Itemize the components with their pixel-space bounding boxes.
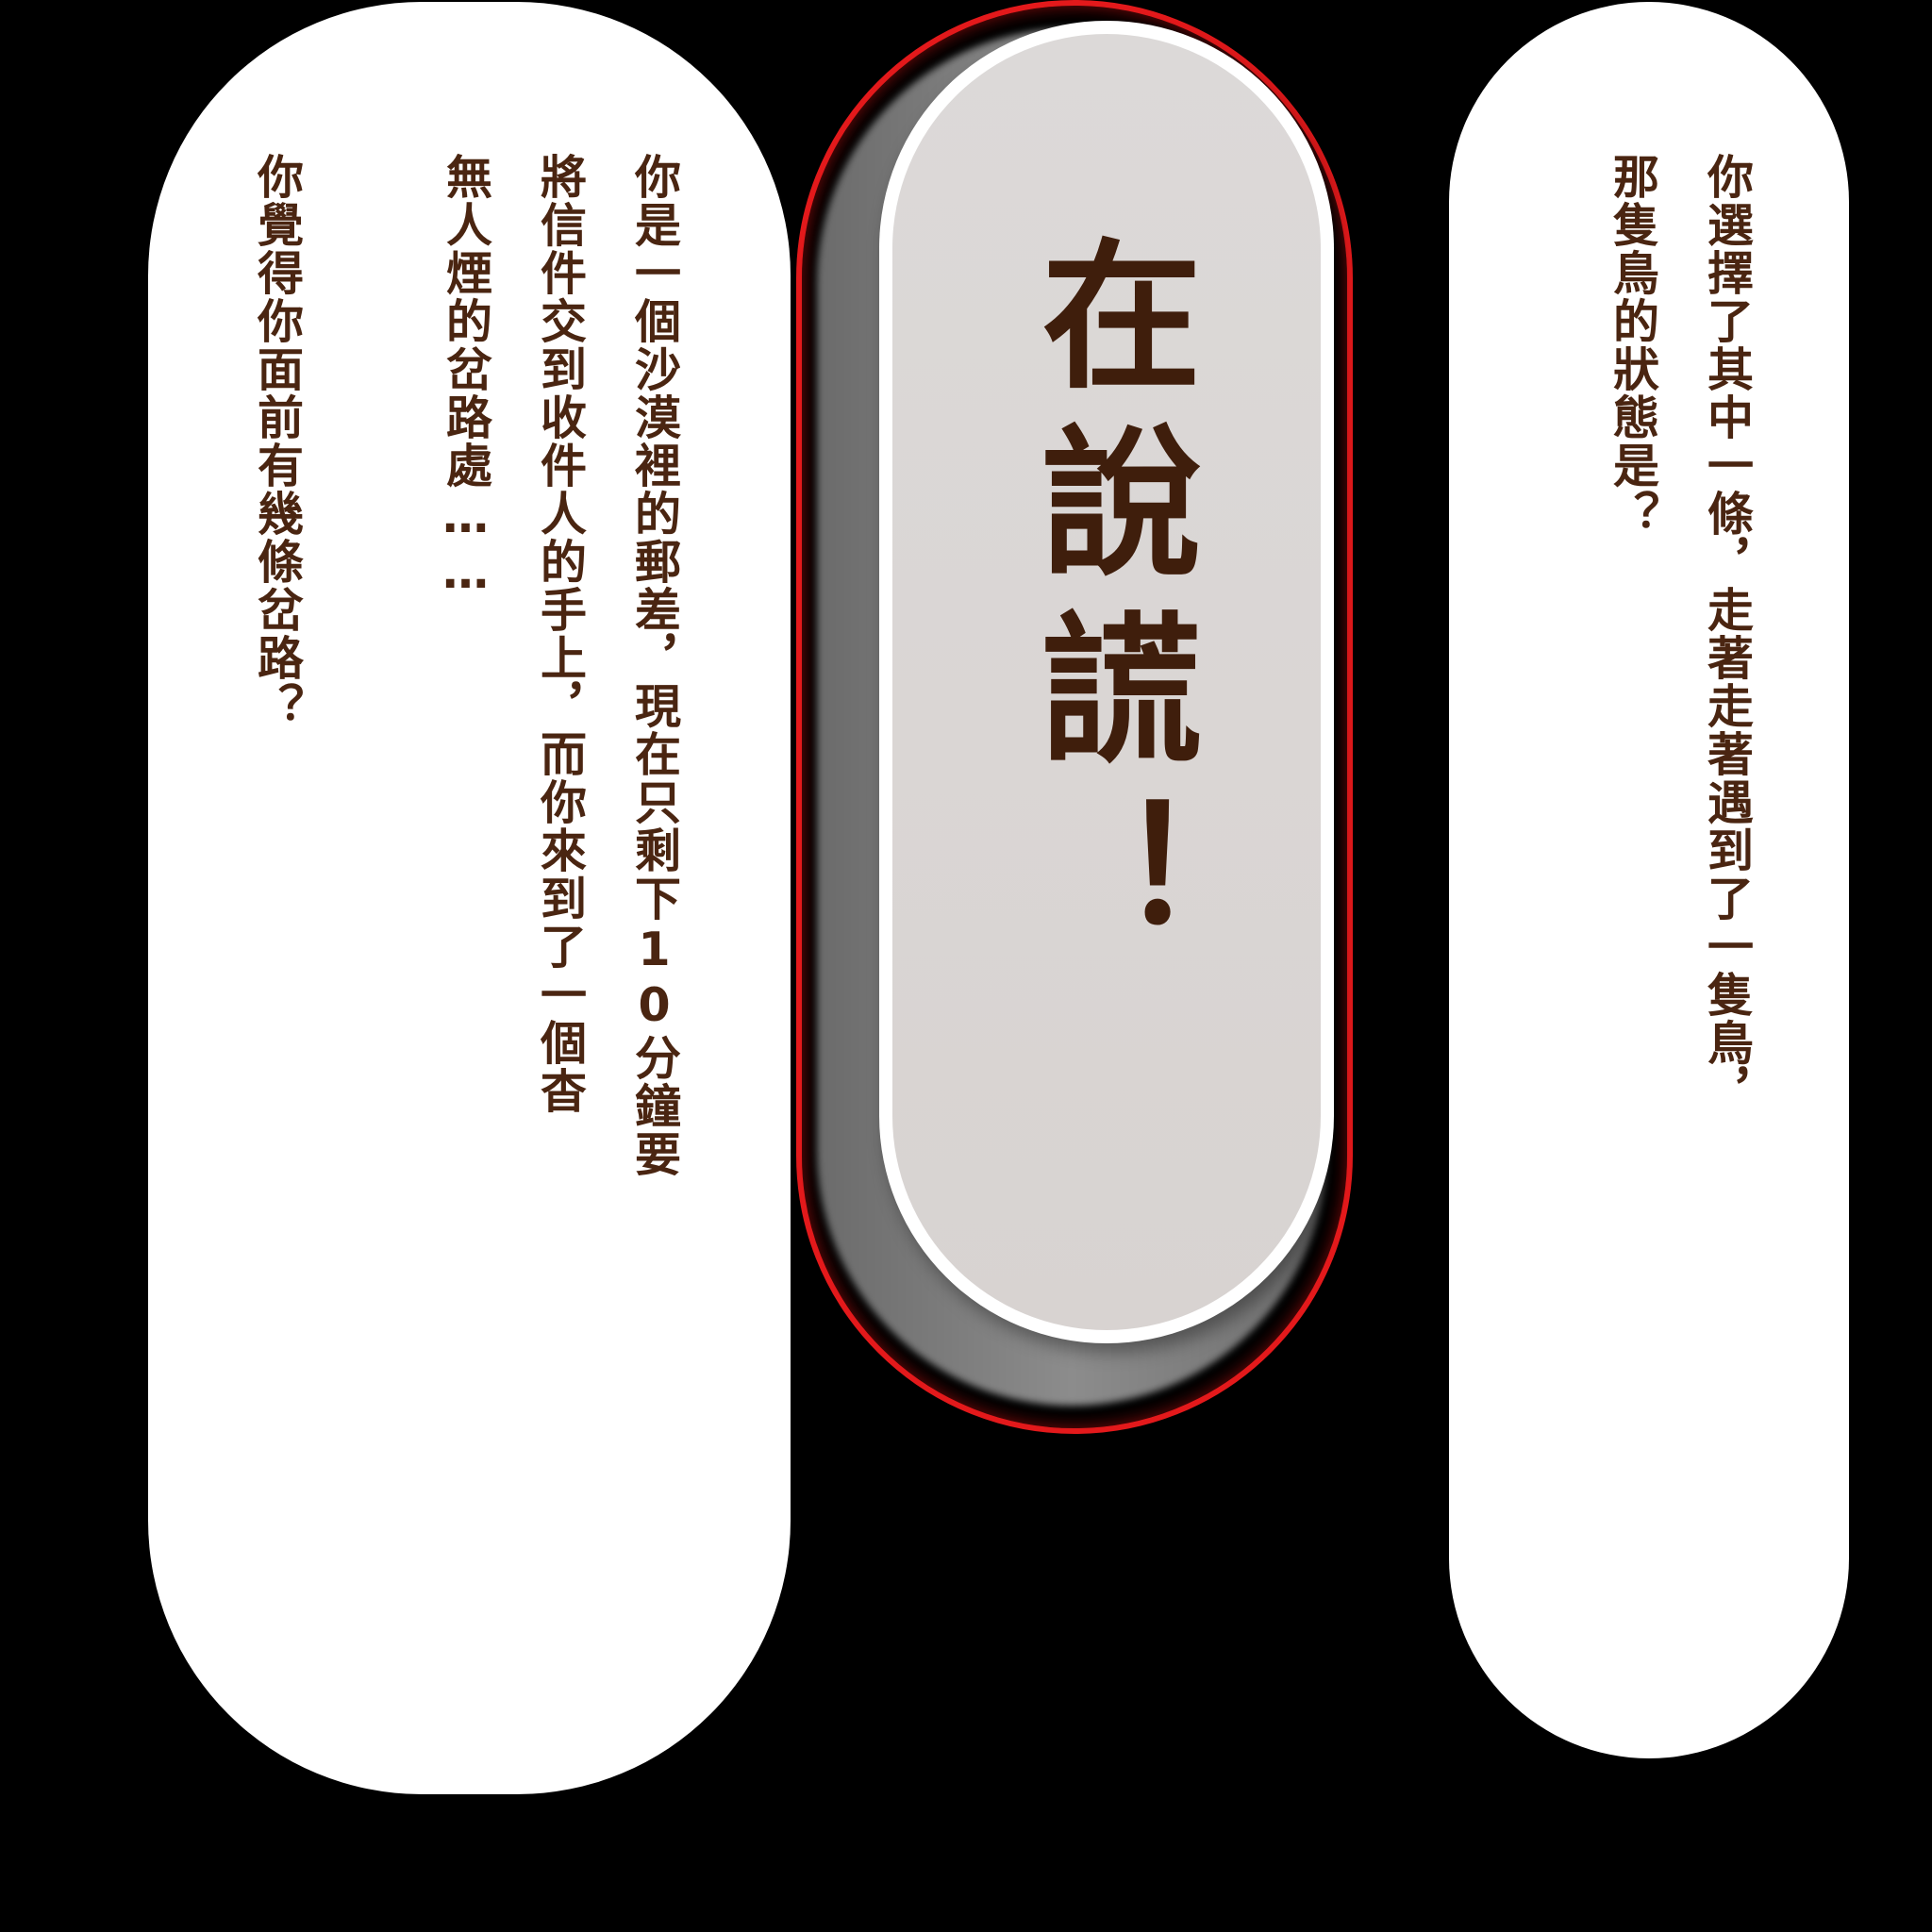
verdict-title: 在說謊！ (1013, 232, 1200, 979)
story-line-2: 將信件交到收件人的手上，而你來到了一個杳 (533, 153, 587, 1115)
story-line-3: 無人煙的岔路處…… (439, 153, 492, 601)
story-line-5: 你覺得你面前有幾條岔路？ (250, 153, 304, 730)
question-line-1: 你選擇了其中一條，走著走著遇到了一隻鳥， (1700, 153, 1754, 1115)
question-text: 你選擇了其中一條，走著走著遇到了一隻鳥， 那隻鳥的狀態是？ (1585, 153, 1774, 1681)
verdict-button[interactable]: 在說謊！ (879, 21, 1334, 1343)
story-line-1: 你是一個沙漠裡的郵差，現在只剩下10分鐘要 (627, 153, 681, 1178)
verdict-face: 在說謊！ (892, 34, 1321, 1330)
question-line-2: 那隻鳥的狀態是？ (1606, 153, 1659, 538)
question-card: 你選擇了其中一條，走著走著遇到了一隻鳥， 那隻鳥的狀態是？ (1449, 2, 1849, 1758)
story-text: 你是一個沙漠裡的郵差，現在只剩下10分鐘要 將信件交到收件人的手上，而你來到了一… (229, 153, 701, 1624)
story-card: 你是一個沙漠裡的郵差，現在只剩下10分鐘要 將信件交到收件人的手上，而你來到了一… (148, 2, 791, 1794)
